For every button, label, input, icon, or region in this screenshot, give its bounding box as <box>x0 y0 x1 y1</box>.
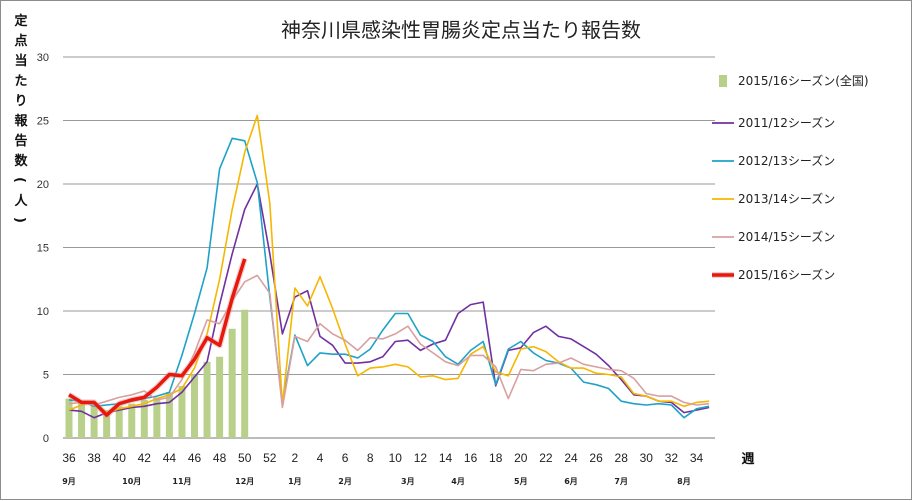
legend-label: 2011/12シーズン <box>738 115 835 130</box>
x-tick-label: 30 <box>640 451 654 465</box>
y-tick-label: 0 <box>43 433 49 445</box>
x-tick-label: 18 <box>489 451 503 465</box>
x-tick-label: 20 <box>514 451 528 465</box>
y-axis-label-char: ) <box>12 217 27 223</box>
x-tick-label: 6 <box>342 451 349 465</box>
month-label: 11月 <box>172 477 191 486</box>
bar-series <box>65 309 249 438</box>
bar-2015-16-national <box>78 402 86 438</box>
month-label: 6月 <box>564 477 578 486</box>
x-tick-label: 44 <box>163 451 177 465</box>
x-tick-label: 24 <box>564 451 578 465</box>
x-tick-label: 4 <box>317 451 324 465</box>
y-axis-label-char: 当 <box>14 53 27 69</box>
x-tick-label: 48 <box>213 451 227 465</box>
y-tick-labels: 0 5 10 15 20 25 30 <box>37 52 49 445</box>
bar-2015-16-national <box>191 374 198 438</box>
x-tick-label: 42 <box>138 451 152 465</box>
bar-2015-16-national <box>115 406 123 438</box>
x-tick-label: 52 <box>263 451 277 465</box>
x-axis-label: 週 <box>741 452 754 467</box>
y-tick-label: 25 <box>37 116 49 128</box>
y-axis-label-char: 数 <box>14 153 28 169</box>
y-tick-label: 10 <box>37 306 49 318</box>
line-series <box>67 114 710 419</box>
y-tick-label: 15 <box>37 243 49 255</box>
y-axis-label-char: 人 <box>14 193 28 209</box>
x-tick-label: 50 <box>238 451 252 465</box>
bar-2015-16-national <box>90 404 98 438</box>
bar-2015-16-national <box>228 328 236 438</box>
legend-swatch <box>719 75 727 87</box>
x-tick-label: 26 <box>589 451 603 465</box>
series-line-2011/12シーズン <box>68 183 710 419</box>
x-tick-label: 32 <box>665 451 679 465</box>
bar-2015-16-national <box>165 392 173 438</box>
x-tick-label: 8 <box>367 451 374 465</box>
month-label: 8月 <box>677 477 691 486</box>
series-line-2014/15シーズン <box>68 274 710 409</box>
bar-2015-16-national <box>128 403 136 438</box>
legend-label: 2012/13シーズン <box>738 153 835 168</box>
month-label: 3月 <box>401 477 415 486</box>
legend-label: 2014/15シーズン <box>738 229 835 244</box>
x-tick-label: 34 <box>690 451 704 465</box>
bar-2015-16-national <box>216 356 224 438</box>
y-tick-label: 5 <box>43 370 49 382</box>
bar-2015-16-national <box>65 398 73 438</box>
bar-2015-16-national <box>241 309 249 438</box>
month-label: 5月 <box>514 477 528 486</box>
month-label: 7月 <box>614 477 628 486</box>
y-tick-label: 30 <box>37 52 49 64</box>
series-line-2015/16シーズン <box>68 258 247 417</box>
legend-label: 2015/16シーズン(全国) <box>738 73 869 88</box>
y-axis-label-char: ( <box>12 177 27 183</box>
month-label: 4月 <box>451 477 465 486</box>
x-tick-label: 36 <box>62 451 76 465</box>
chart-title: 神奈川県感染性胃腸炎定点当たり報告数 <box>281 18 641 42</box>
y-axis-label-char: た <box>14 74 27 89</box>
x-tick-label: 2 <box>292 451 299 465</box>
month-labels: 9月 10月 11月 12月 1月 2月 3月 4月 5月 6月 7月 8月 <box>62 477 691 486</box>
y-axis-label-char: 告 <box>14 133 27 149</box>
month-label: 10月 <box>122 477 141 486</box>
bar-2015-16-national <box>140 399 148 438</box>
x-tick-label: 38 <box>87 451 101 465</box>
x-tick-label: 46 <box>188 451 202 465</box>
legend-label: 2015/16シーズン <box>738 267 835 282</box>
y-axis-label-char: り <box>14 94 27 109</box>
y-axis-label: 定点当たり報告数 ( 人) <box>12 13 28 223</box>
y-tick-label: 20 <box>37 179 49 191</box>
bar-2015-16-national <box>203 361 211 438</box>
bar-2015-16-national <box>178 385 186 438</box>
x-tick-labels: 36 38 40 42 44 46 48 50 52 2 4 6 8 10 12 14 16 18 20 22 24 26… <box>62 451 703 465</box>
x-tick-label: 22 <box>539 451 553 465</box>
x-tick-label: 40 <box>113 451 127 465</box>
x-tick-label: 10 <box>389 451 403 465</box>
legend: 2015/16シーズン(全国) 2011/12シーズン 2012/13シーズン 201… <box>712 73 869 282</box>
y-axis-label-char: 点 <box>14 33 27 49</box>
month-label: 2月 <box>338 477 352 486</box>
x-tick-label: 14 <box>439 451 453 465</box>
y-axis-label-char: 定 <box>13 13 27 29</box>
y-axis-label-char: 報 <box>14 113 28 129</box>
month-label: 1月 <box>288 477 302 486</box>
series-line-2013/14シーズン <box>68 114 710 414</box>
bar-2015-16-national <box>153 397 161 438</box>
month-label: 12月 <box>235 477 254 486</box>
x-tick-label: 12 <box>414 451 428 465</box>
x-tick-label: 16 <box>464 451 478 465</box>
x-tick-label: 28 <box>615 451 629 465</box>
legend-label: 2013/14シーズン <box>738 191 835 206</box>
month-label: 9月 <box>62 477 76 486</box>
bar-2015-16-national <box>103 410 111 438</box>
